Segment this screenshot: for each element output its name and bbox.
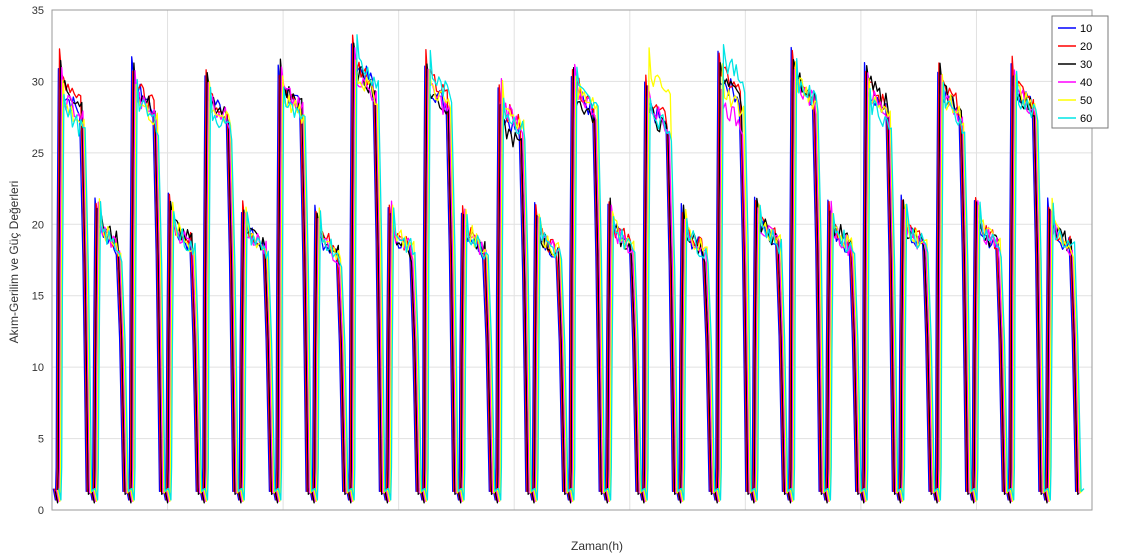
legend-label-50: 50 (1080, 95, 1092, 107)
legend-label-60: 60 (1080, 113, 1092, 125)
y-axis-ticks: 0 5 10 15 20 25 30 35 (32, 5, 44, 517)
y-tick-label: 0 (38, 505, 44, 517)
y-tick-label: 35 (32, 5, 44, 17)
legend: 10 20 30 40 50 60 (1051, 15, 1109, 129)
series-lines (52, 34, 1085, 504)
series-line-60 (58, 34, 1085, 501)
y-tick-label: 10 (32, 362, 44, 374)
y-tick-label: 30 (32, 76, 44, 88)
y-tick-label: 5 (38, 434, 44, 446)
legend-label-40: 40 (1080, 77, 1092, 89)
x-axis-label: Zaman(h) (571, 539, 623, 553)
legend-label-10: 10 (1080, 23, 1092, 35)
y-tick-label: 15 (32, 291, 44, 303)
plot-frame (51, 9, 1093, 511)
y-axis-label: Akım-Gerilim ve Güç Değerleri (7, 181, 21, 344)
legend-label-20: 20 (1080, 41, 1092, 53)
y-tick-label: 20 (32, 219, 44, 231)
legend-box (1051, 15, 1109, 129)
legend-label-30: 30 (1080, 59, 1092, 71)
y-tick-label: 25 (32, 148, 44, 160)
